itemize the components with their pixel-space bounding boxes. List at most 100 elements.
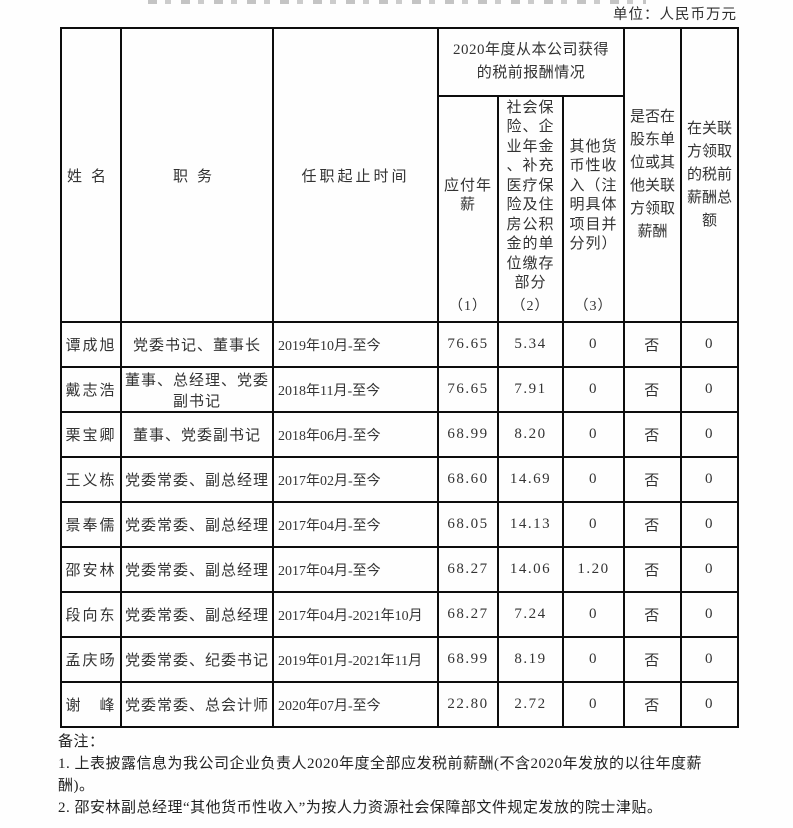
- notes-label: 备注：: [58, 734, 105, 750]
- table-row: 栗宝卿 董事、党委副书记 2018年06月-至今 68.99 8.20 0 否 …: [60, 411, 740, 458]
- related-party-total-label: 在关联方领取的税前薪酬总额: [687, 120, 733, 229]
- cell-social-insurance: 14.69: [497, 456, 564, 503]
- cell-related-party-total: 0: [680, 681, 740, 728]
- col-header-comp-group: 2020年度从本公司获得的税前报酬情况: [436, 27, 626, 97]
- cell-salary: 68.05: [437, 501, 499, 548]
- table-row: 谢 峰 党委常委、总会计师 2020年07月-至今 22.80 2.72 0 否…: [60, 681, 740, 728]
- social-insurance-label: 社会保险、企业年金、补充医疗保险及住房公积金的单位缴存部分: [506, 99, 555, 292]
- other-income-label: 其他货币性收入（注明具体项目并分列）: [569, 138, 618, 253]
- table-row: 王义栋 党委常委、副总经理 2017年02月-至今 68.60 14.69 0 …: [60, 456, 740, 503]
- table-row: 邵安林 党委常委、副总经理 2017年04月-至今 68.27 14.06 1.…: [60, 546, 740, 593]
- related-party-flag-label: 是否在股东单位或其他关联方领取薪酬: [630, 109, 676, 240]
- cell-other-income: 0: [561, 501, 626, 548]
- cell-name: 王义栋: [60, 456, 122, 503]
- cell-related-party-total: 0: [680, 366, 740, 413]
- cell-term: 2017年04月-2021年10月: [272, 591, 439, 638]
- other-income-index: （3）: [574, 299, 613, 314]
- cell-related-party-flag: 否: [623, 321, 683, 368]
- cell-term: 2019年01月-2021年11月: [272, 636, 439, 683]
- cell-name: 栗宝卿: [60, 411, 122, 458]
- cell-name: 谭成旭: [60, 321, 122, 368]
- cell-other-income: 0: [561, 591, 626, 638]
- col-header-other-income: 其他货币性收入（注明具体项目并分列） （3）: [561, 95, 626, 323]
- salary-header-wrap: 应付年薪 （1）: [439, 97, 497, 321]
- cell-name: 段向东: [60, 591, 122, 638]
- col-header-social-insurance: 社会保险、企业年金、补充医疗保险及住房公积金的单位缴存部分 （2）: [497, 95, 564, 323]
- cell-related-party-total: 0: [680, 321, 740, 368]
- cell-salary: 68.60: [437, 456, 499, 503]
- cell-name: 戴志浩: [60, 366, 122, 413]
- cell-position: 董事、总经理、党委副书记: [120, 366, 274, 413]
- header-row-top: 姓名 职务 任职起止时间 2020年度从本公司获得的税前报酬情况 是否在股东单位…: [60, 27, 740, 323]
- cell-related-party-flag: 否: [623, 636, 683, 683]
- cell-term: 2017年04月-至今: [272, 501, 439, 548]
- col-header-related-party-flag: 是否在股东单位或其他关联方领取薪酬: [623, 27, 683, 323]
- cell-social-insurance: 8.19: [497, 636, 564, 683]
- cell-name: 景奉儒: [60, 501, 122, 548]
- cell-salary: 68.27: [437, 546, 499, 593]
- cropped-title-remnant: [148, 0, 646, 4]
- cell-term: 2018年06月-至今: [272, 411, 439, 458]
- cell-salary: 68.99: [437, 636, 499, 683]
- cell-position: 党委书记、董事长: [120, 321, 274, 368]
- cell-position: 党委常委、副总经理: [120, 546, 274, 593]
- compensation-table: 姓名 职务 任职起止时间 2020年度从本公司获得的税前报酬情况 是否在股东单位…: [60, 27, 740, 728]
- cell-name: 谢 峰: [60, 681, 122, 728]
- cell-related-party-flag: 否: [623, 411, 683, 458]
- cell-salary: 68.27: [437, 591, 499, 638]
- cell-social-insurance: 14.13: [497, 501, 564, 548]
- cell-related-party-flag: 否: [623, 591, 683, 638]
- note-item-1: 1. 上表披露信息为我公司企业负责人2020年度全部应发税前薪酬(不含2020年…: [58, 756, 702, 794]
- cell-related-party-total: 0: [680, 546, 740, 593]
- notes-section: 备注： 1. 上表披露信息为我公司企业负责人2020年度全部应发税前薪酬(不含2…: [58, 731, 708, 819]
- cell-social-insurance: 7.24: [497, 591, 564, 638]
- col-header-term: 任职起止时间: [272, 27, 439, 323]
- cell-position: 党委常委、副总经理: [120, 591, 274, 638]
- cell-related-party-flag: 否: [623, 366, 683, 413]
- col-header-related-party-total: 在关联方领取的税前薪酬总额: [680, 27, 740, 323]
- cell-social-insurance: 8.20: [497, 411, 564, 458]
- cell-term: 2018年11月-至今: [272, 366, 439, 413]
- cell-salary: 76.65: [437, 321, 499, 368]
- col-header-name: 姓名: [60, 27, 122, 323]
- salary-index: （1）: [449, 299, 487, 314]
- cell-other-income: 0: [561, 411, 626, 458]
- salary-label: 应付年薪: [443, 177, 492, 214]
- table-row: 戴志浩 董事、总经理、党委副书记 2018年11月-至今 76.65 7.91 …: [60, 366, 740, 413]
- cell-related-party-total: 0: [680, 636, 740, 683]
- cell-position: 党委常委、纪委书记: [120, 636, 274, 683]
- cell-social-insurance: 5.34: [497, 321, 564, 368]
- table-row: 景奉儒 党委常委、副总经理 2017年04月-至今 68.05 14.13 0 …: [60, 501, 740, 548]
- cell-other-income: 1.20: [561, 546, 626, 593]
- cell-related-party-total: 0: [680, 501, 740, 548]
- social-header-wrap: 社会保险、企业年金、补充医疗保险及住房公积金的单位缴存部分 （2）: [499, 97, 562, 321]
- col-header-salary: 应付年薪 （1）: [437, 95, 499, 323]
- cell-term: 2017年04月-至今: [272, 546, 439, 593]
- cell-position: 党委常委、副总经理: [120, 456, 274, 503]
- table-row: 谭成旭 党委书记、董事长 2019年10月-至今 76.65 5.34 0 否 …: [60, 321, 740, 368]
- note-item-2: 2. 邵安林副总经理“其他货币性收入”为按人力资源社会保障部文件规定发放的院士津…: [58, 800, 663, 816]
- social-insurance-index: （2）: [511, 299, 550, 314]
- cell-salary: 68.99: [437, 411, 499, 458]
- cell-related-party-total: 0: [680, 411, 740, 458]
- cell-related-party-total: 0: [680, 591, 740, 638]
- cell-other-income: 0: [561, 366, 626, 413]
- table-header: 姓名 职务 任职起止时间 2020年度从本公司获得的税前报酬情况 是否在股东单位…: [60, 27, 740, 323]
- cell-term: 2019年10月-至今: [272, 321, 439, 368]
- cell-related-party-total: 0: [680, 456, 740, 503]
- cell-social-insurance: 7.91: [497, 366, 564, 413]
- cell-salary: 22.80: [437, 681, 499, 728]
- header-row-sub: 应付年薪 （1） 社会保险、企业年金、补充医疗保险及住房公积金的单位缴存部分 （…: [61, 95, 738, 323]
- table-body: 谭成旭 党委书记、董事长 2019年10月-至今 76.65 5.34 0 否 …: [60, 321, 740, 728]
- table-row: 段向东 党委常委、副总经理 2017年04月-2021年10月 68.27 7.…: [60, 591, 740, 638]
- cell-other-income: 0: [561, 321, 626, 368]
- cell-position: 党委常委、副总经理: [120, 501, 274, 548]
- cell-term: 2017年02月-至今: [272, 456, 439, 503]
- cell-other-income: 0: [561, 681, 626, 728]
- cell-social-insurance: 2.72: [497, 681, 564, 728]
- table-row: 孟庆旸 党委常委、纪委书记 2019年01月-2021年11月 68.99 8.…: [60, 636, 740, 683]
- cell-name: 孟庆旸: [60, 636, 122, 683]
- cell-social-insurance: 14.06: [497, 546, 564, 593]
- cell-position: 董事、党委副书记: [120, 411, 274, 458]
